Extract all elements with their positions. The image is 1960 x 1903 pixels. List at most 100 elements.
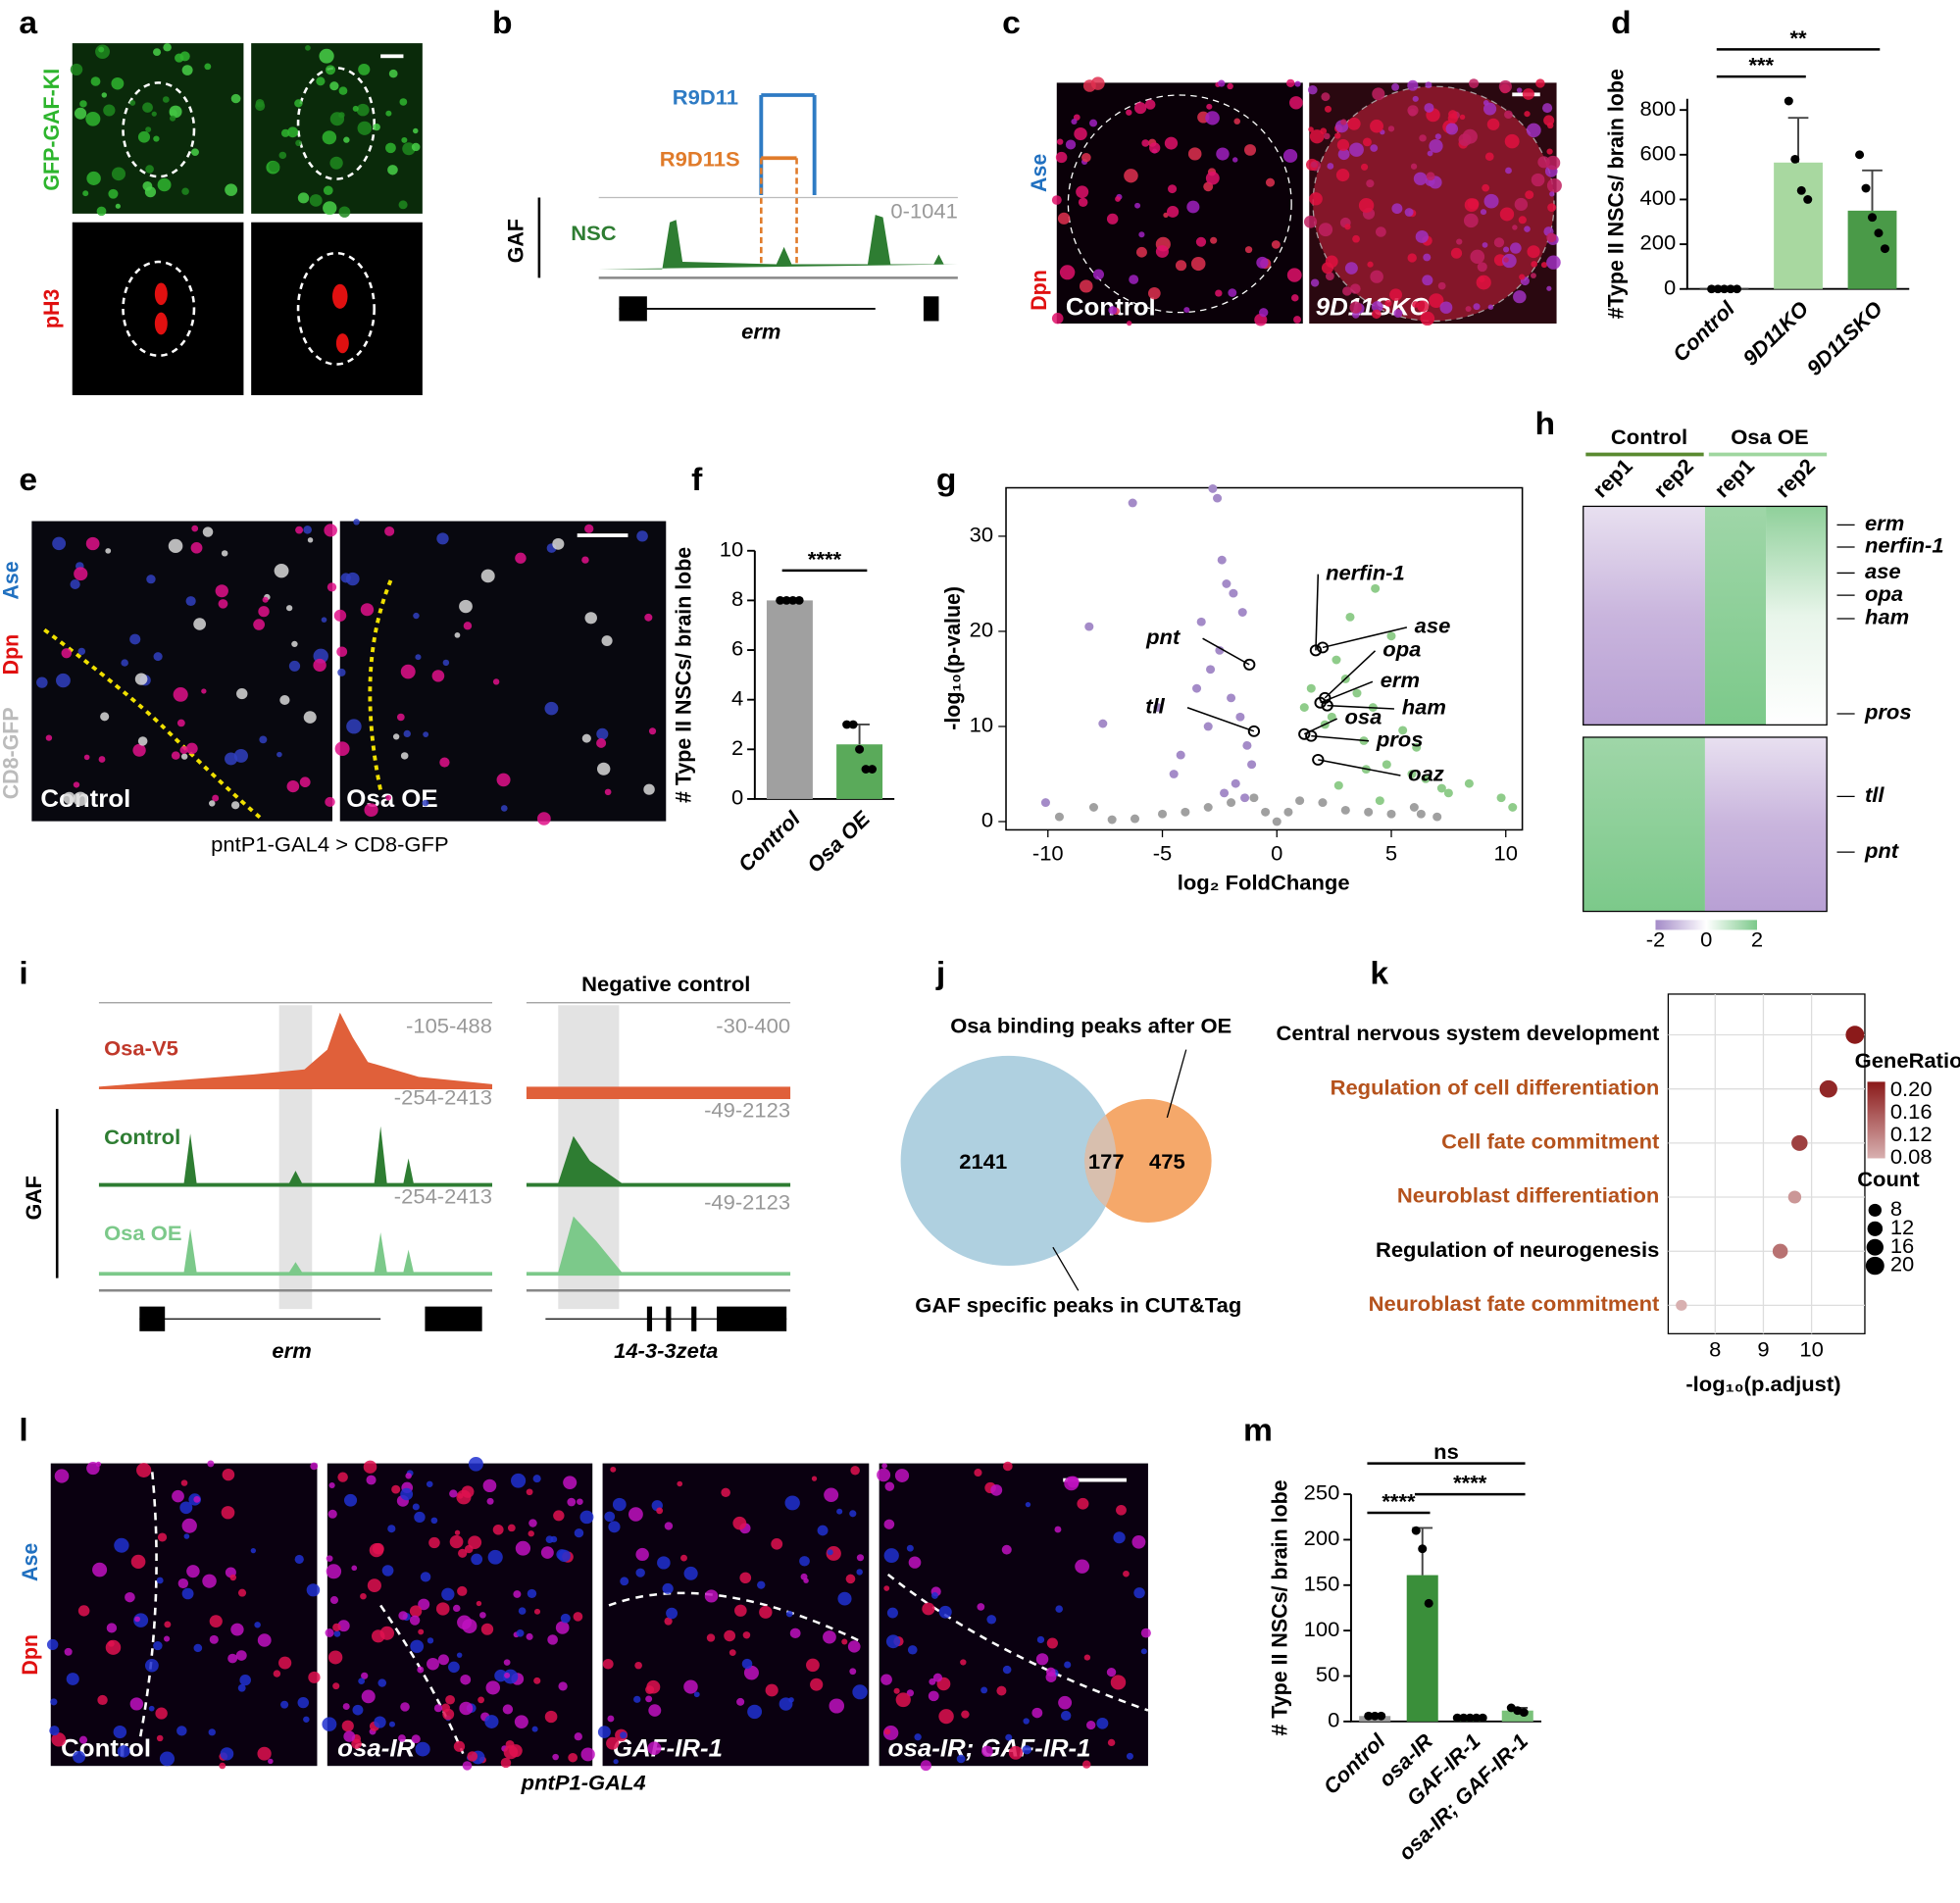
point [1508,803,1518,812]
cell [303,711,317,724]
cell [516,1628,525,1637]
point [1153,703,1163,712]
point [1130,814,1140,824]
bar [1406,1575,1438,1722]
cell [1051,195,1062,205]
cell [100,712,110,722]
cell [45,734,53,741]
highlight-point [1247,725,1261,737]
point [1352,688,1362,698]
cell [54,1469,70,1483]
cell [849,1668,857,1676]
cell [327,1650,343,1665]
peak-track [526,1216,791,1277]
cell [477,1696,485,1704]
y-tick-label: 30 [970,523,993,547]
cell [558,1681,568,1691]
peak-track [98,1228,493,1277]
cell [170,115,176,122]
cell [662,1582,674,1594]
boundary [886,1573,1149,1712]
cell [1526,123,1541,138]
cell [1477,262,1487,273]
cell [974,1469,982,1477]
cell [1445,123,1459,135]
cell [894,1469,910,1482]
y-tick-label: 800 [1640,96,1677,121]
cell [329,112,345,126]
point [1332,655,1341,665]
track-label: NSC [571,221,617,245]
point [1203,803,1213,812]
cell [908,1556,922,1569]
cell [747,1704,763,1720]
point [1386,631,1396,641]
cell [185,742,198,755]
cell [155,1707,168,1720]
data-point [1370,1711,1380,1721]
image-label: Osa OE [346,785,437,813]
cell [448,1661,460,1674]
axis [1349,1494,1542,1723]
cell [1168,184,1178,194]
data-point [1472,1713,1482,1723]
x-tick-label: 0 [1271,841,1282,866]
cell [1462,128,1478,144]
cell [1144,99,1156,110]
cell [153,1640,163,1651]
cell [1147,286,1161,300]
highlight-point [1312,753,1325,766]
gene-label: ham [1865,605,1909,629]
y-axis-label: -log₁₀(p-value) [940,586,965,730]
cell [230,1623,244,1636]
data-point [1364,1711,1374,1721]
cell [677,1480,683,1487]
point [1237,608,1247,617]
y-tick-label: 50 [1316,1662,1339,1686]
legend-tick: 8 [1890,1196,1902,1221]
dot [1772,1243,1788,1259]
cell [526,1632,533,1640]
y-tick-label: 20 [970,618,993,642]
plot-frame [1005,486,1524,831]
pointer [1052,1246,1080,1291]
cell [606,1736,620,1750]
cell [1321,262,1334,275]
cell [1337,148,1350,161]
cell [171,751,180,760]
cell [153,135,160,142]
legend-title: GeneRatio [1855,1048,1960,1073]
cell [1205,111,1220,125]
image [1056,82,1303,325]
cell [648,1704,662,1717]
boundary [379,1604,465,1755]
cell [1482,183,1490,192]
cell [1516,87,1523,93]
cell [403,729,411,737]
cell [319,48,334,64]
data-point [1707,284,1717,294]
cell [810,1678,824,1691]
panel-c: Ase Dpn Control 9D11SKO [1027,82,1557,325]
cell [191,525,199,532]
cell [784,1495,800,1511]
point [1098,719,1108,728]
point [1409,803,1419,812]
cell [230,801,240,810]
cell [179,746,188,755]
data-point [776,595,785,605]
exon [666,1306,672,1331]
cell [411,142,421,152]
cell [1546,177,1562,193]
cell [442,1708,455,1721]
highlight-point [1305,729,1318,742]
cell [230,93,241,104]
heatmap-border [1583,736,1828,913]
cell [185,596,196,607]
cell [886,1607,898,1619]
cell [338,86,348,95]
cell [308,1671,321,1683]
cell [257,1633,272,1647]
cell [276,751,282,758]
cell [739,1572,752,1583]
